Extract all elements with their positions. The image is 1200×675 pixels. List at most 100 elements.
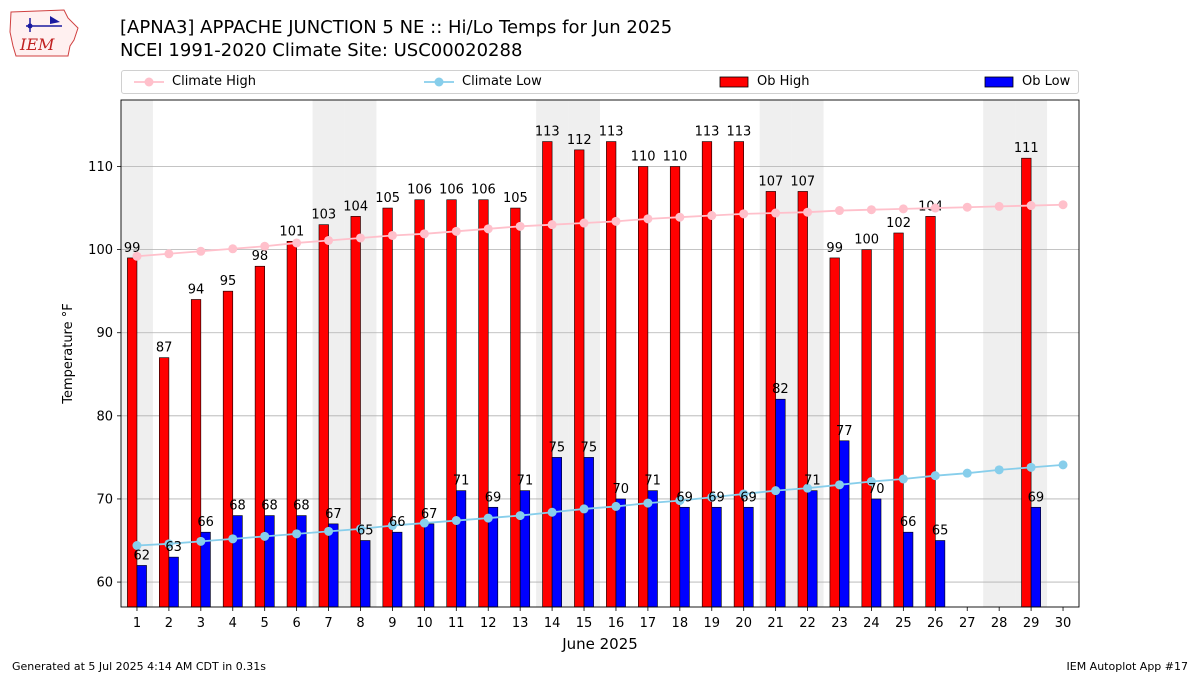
x-tick-label-23: 23 — [831, 616, 848, 631]
x-tick-label-28: 28 — [991, 616, 1008, 631]
ob-high-bar-11 — [446, 199, 457, 608]
climate-high-point-11 — [451, 226, 461, 236]
climate-low-point-7 — [324, 526, 334, 536]
ob-low-bar-26 — [934, 540, 946, 608]
climate-high-point-24 — [866, 205, 876, 215]
x-tick-label-27: 27 — [959, 616, 976, 631]
ob-high-label-13: 105 — [503, 191, 528, 206]
ob-high-label-16: 113 — [599, 125, 624, 140]
ob-low-bar-2 — [168, 556, 179, 608]
climate-high-point-7 — [324, 235, 334, 245]
ob-high-label-14: 113 — [535, 125, 560, 140]
ob-high-bar-29 — [1021, 157, 1032, 608]
ob-high-bar-2 — [159, 357, 170, 608]
x-tick-label-30: 30 — [1055, 616, 1072, 631]
x-tick-label-29: 29 — [1023, 616, 1040, 631]
ob-high-label-2: 87 — [156, 341, 173, 356]
ob-low-bar-19 — [711, 506, 722, 608]
ob-low-bar-23 — [839, 440, 850, 608]
x-tick-label-9: 9 — [388, 616, 396, 631]
climate-high-point-3 — [196, 246, 206, 256]
x-tick-label-12: 12 — [480, 616, 497, 631]
x-tick-label-13: 13 — [512, 616, 529, 631]
x-tick-label-2: 2 — [165, 616, 173, 631]
x-tick-label-26: 26 — [927, 616, 944, 631]
ob-low-label-6: 68 — [293, 499, 310, 514]
ob-low-bar-22 — [807, 490, 818, 608]
ob-high-bar-21 — [765, 191, 776, 608]
climate-low-point-24 — [866, 476, 876, 486]
ob-low-label-10: 67 — [421, 507, 438, 522]
climate-high-point-28 — [994, 201, 1004, 211]
x-tick-label-19: 19 — [703, 616, 720, 631]
plot-frame — [120, 99, 1080, 608]
ob-high-label-21: 107 — [758, 174, 783, 189]
climate-high-point-27 — [962, 202, 972, 212]
climate-low-point-4 — [228, 534, 238, 544]
ob-low-label-5: 68 — [261, 499, 278, 514]
ob-high-label-18: 110 — [663, 149, 688, 164]
ob-low-label-19: 69 — [708, 490, 725, 505]
legend-ob-high-label: Ob High — [757, 74, 810, 89]
legend-climate-high-label: Climate High — [172, 74, 257, 89]
ob-high-label-7: 103 — [311, 208, 336, 223]
climate-low-point-13 — [515, 511, 525, 521]
ob-high-label-12: 106 — [471, 183, 496, 198]
climate-high-line-icon — [134, 77, 164, 86]
ob-high-bar-6 — [286, 240, 297, 608]
climate-high-point-5 — [260, 241, 270, 251]
ob-high-label-4: 95 — [220, 274, 237, 289]
climate-low-point-14 — [547, 507, 557, 517]
climate-low-point-22 — [803, 483, 813, 493]
x-tick-label-25: 25 — [895, 616, 912, 631]
ob-low-label-8: 65 — [357, 524, 374, 539]
legend-ob-high: Ob High — [719, 74, 810, 89]
climate-low-point-20 — [739, 489, 749, 499]
ob-low-label-2: 63 — [165, 540, 182, 555]
climate-low-point-23 — [835, 480, 844, 490]
ob-low-label-23: 77 — [836, 424, 853, 439]
ob-low-bar-10 — [424, 523, 435, 608]
climate-high-point-21 — [771, 208, 781, 218]
ob-high-label-11: 106 — [439, 183, 464, 198]
ob-low-label-14: 75 — [549, 440, 566, 455]
climate-low-point-16 — [611, 501, 621, 511]
climate-low-point-11 — [451, 516, 461, 526]
climate-high-point-25 — [898, 204, 908, 214]
climate-high-point-17 — [643, 214, 653, 224]
ob-high-swatch-icon — [719, 76, 749, 87]
ob-low-bar-13 — [519, 490, 531, 608]
ob-high-bar-9 — [382, 207, 393, 608]
x-tick-label-10: 10 — [416, 616, 433, 631]
climate-low-point-19 — [707, 492, 717, 502]
ob-high-bar-22 — [797, 191, 808, 608]
climate-high-point-14 — [547, 220, 557, 230]
climate-low-point-25 — [898, 474, 908, 484]
x-tick-label-6: 6 — [292, 616, 300, 631]
ob-high-bar-7 — [318, 224, 329, 608]
climate-low-point-2 — [164, 539, 174, 549]
ob-low-label-3: 66 — [197, 515, 214, 530]
ob-high-bar-13 — [510, 207, 521, 608]
climate-high-point-15 — [579, 218, 589, 228]
climate-high-point-29 — [1026, 201, 1036, 211]
legend-climate-low: Climate Low — [424, 74, 542, 89]
x-tick-label-14: 14 — [544, 616, 561, 631]
climate-low-point-17 — [643, 498, 653, 508]
x-tick-label-3: 3 — [197, 616, 205, 631]
climate-low-line — [136, 463, 1064, 547]
ob-low-label-22: 71 — [804, 474, 821, 489]
climate-low-point-3 — [196, 536, 206, 546]
climate-high-point-13 — [515, 221, 525, 231]
x-tick-label-7: 7 — [324, 616, 332, 631]
y-tick-label-60: 60 — [96, 576, 113, 591]
ob-high-bar-24 — [861, 249, 872, 608]
ob-low-label-15: 75 — [581, 440, 598, 455]
climate-high-point-6 — [292, 238, 302, 248]
ob-low-label-13: 71 — [517, 474, 534, 489]
x-tick-label-11: 11 — [448, 616, 465, 631]
ob-low-label-24: 70 — [868, 482, 885, 497]
climate-high-point-30 — [1058, 200, 1068, 210]
ob-low-label-12: 69 — [485, 490, 502, 505]
